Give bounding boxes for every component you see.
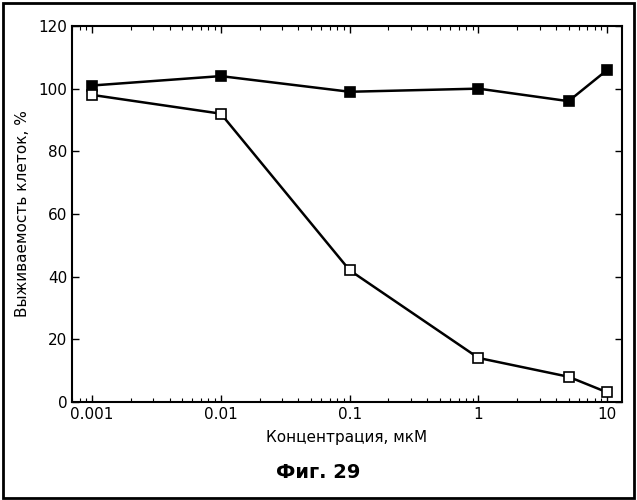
Y-axis label: Выживаемость клеток, %: Выживаемость клеток, % [15, 110, 30, 318]
Text: Фиг. 29: Фиг. 29 [276, 464, 361, 482]
X-axis label: Концентрация, мкМ: Концентрация, мкМ [266, 430, 427, 445]
